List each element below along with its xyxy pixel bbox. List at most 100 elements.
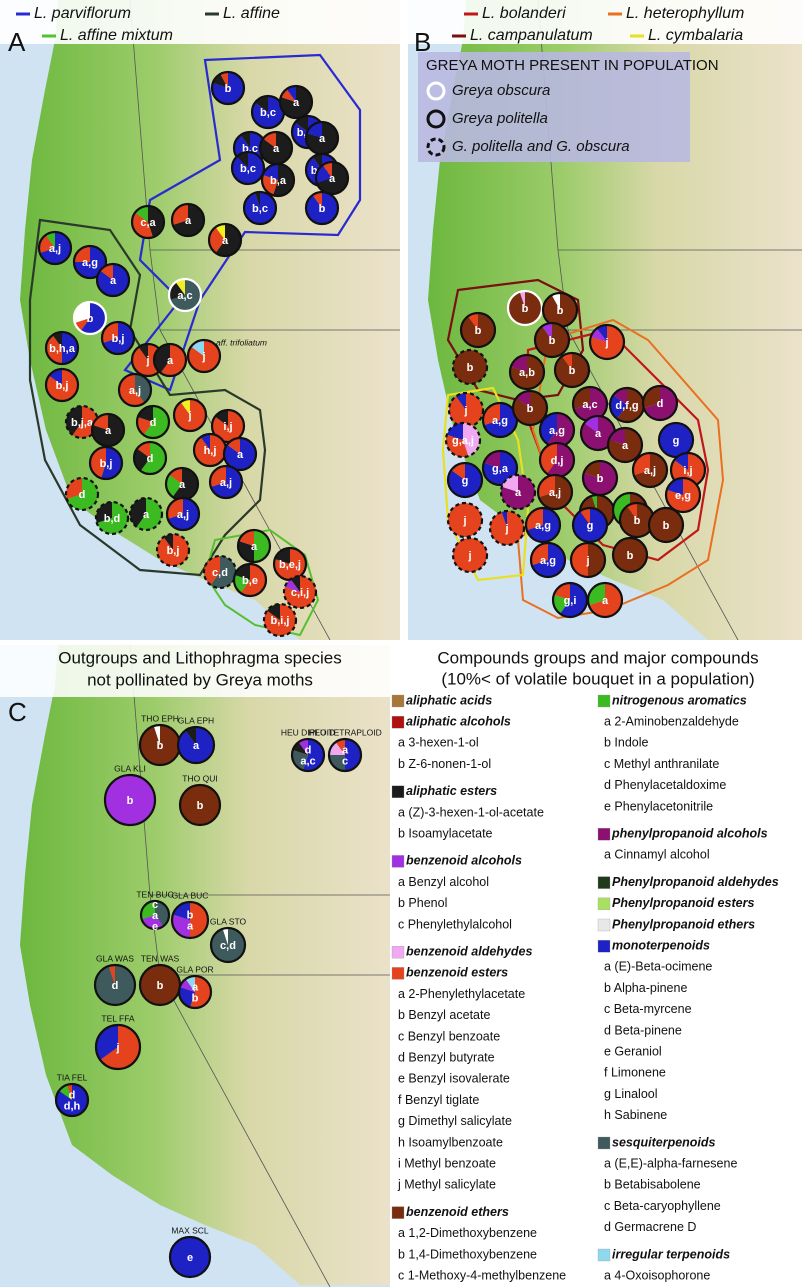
moth-item: Greya obscura [452,82,550,99]
legend-item: c Methyl anthranilate [604,757,719,771]
legend-swatch [391,967,405,980]
pie-slice [238,530,254,546]
pie-label: a [187,920,194,932]
pie-label: d [79,489,86,501]
pie-ring [176,725,216,765]
legend-item: b Phenol [398,896,447,910]
pie-slice [633,453,650,476]
pie-label: i,j [223,421,232,433]
pie-slice [153,725,160,745]
pie-label: a [319,133,326,145]
pie-label: b,e [242,575,258,587]
pie-slice [542,323,552,340]
pie-label: b [157,740,164,752]
pie-ring [447,391,485,429]
pie-ring [524,506,562,544]
legend-group: Phenylpropanoid esters [612,896,754,910]
panel-c: Outgroups and Lithophragma species not p… [0,645,390,1287]
pie-label: d,h [64,1100,81,1112]
pie-ring [451,536,489,574]
pie-ring [209,926,247,964]
pie-label: a [595,428,602,440]
pie-slice [240,132,250,148]
pie-slice [456,393,466,410]
pie-ring [172,397,208,433]
pie-slice [190,902,208,938]
legend-group: irregular terpenoids [612,1247,730,1261]
legend-item: b 1,4-Dimethoxybenzene [398,1247,537,1261]
pie-ring [631,451,669,489]
site-label: HEU DIPLOID [281,727,335,737]
pie-slice [446,423,463,440]
pie-ring [117,372,153,408]
pie-slice [573,387,590,410]
pie-slice [39,232,71,264]
pie-slice [643,386,660,409]
pie-slice [446,434,469,458]
pie-slice [100,1025,140,1069]
moth-icon [426,109,446,129]
pie-ring [64,476,100,512]
pie-ring [94,1023,142,1071]
pie-slice [172,468,198,500]
pie-slice [597,325,607,342]
pie-label: a,j [129,385,141,397]
pie-label: d [150,417,157,429]
pie-ring [588,323,626,361]
pie-label: a [329,173,336,185]
pie-slice [553,594,570,614]
legend-group: benzenoid esters [406,966,508,980]
legend-label: L. affine [223,5,280,22]
pie-slice [153,344,170,373]
pie-slice [540,443,557,474]
pie-ring [72,244,108,280]
panel-letter: B [414,27,431,57]
pie-label: a [192,981,199,993]
pie-label: d,f,g [615,400,638,412]
pie-ring [647,506,685,544]
pie-label: a,j [177,509,189,521]
pie-ring [94,500,130,536]
site-label: GLA KLI [114,763,146,773]
pie-label: a [251,541,258,553]
pie-slice [316,162,348,194]
legend-swatch [597,1136,611,1150]
legend-label: L. cymbalaria [648,27,743,44]
pie-label: b,j [56,380,69,392]
pie-slice [255,192,260,208]
legend-item: c Phenylethylalcohol [398,917,512,931]
panel-title: Outgroups and Lithophragma species [58,648,342,667]
region-outline [28,218,267,577]
pie-slice [141,901,155,920]
pie-label: g,i [564,595,577,607]
pie-label: a [143,509,150,521]
pie-slice [306,122,322,138]
legend-group: benzenoid alcohols [406,854,522,868]
pie-slice [489,511,524,545]
legend-item: i Methyl benzoate [398,1156,496,1170]
pie-ring [481,449,519,487]
pie-label: e [152,921,158,933]
pie-slice [101,447,122,479]
pie-label: g [462,475,469,487]
pie-label: a [167,355,174,367]
pie-label: a,g [82,257,98,269]
pie-slice [143,406,169,438]
pie-label: g,a,j [452,435,474,447]
pie-slice [220,72,228,88]
pie-ring [508,353,546,391]
pie-label: b [319,203,326,215]
pie-label: g [587,520,594,532]
pie-slice [210,556,236,589]
pie-label: a,j [220,477,232,489]
pie-slice [560,583,587,617]
legend-item: a 3-hexen-1-ol [398,736,479,750]
pie-label: b,j,a [71,417,94,429]
pie-label: b [522,303,529,315]
pie-label: b [663,520,670,532]
pie-label: d [112,980,119,992]
pie-slice [172,204,204,236]
pie-ring [459,311,497,349]
pie-ring [232,562,268,598]
